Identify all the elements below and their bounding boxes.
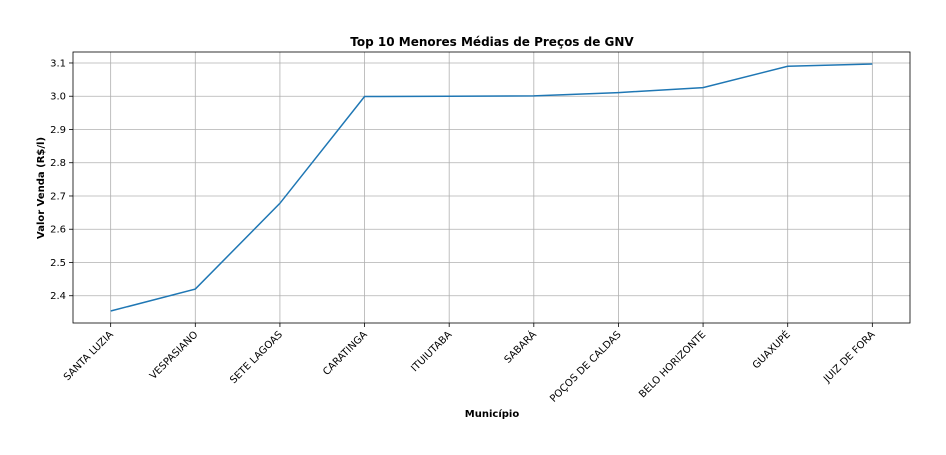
y-axis: 2.4 2.5 2.6 2.7 2.8 2.9 3.0 3.1: [50, 58, 73, 302]
y-tick-label: 2.7: [50, 191, 66, 202]
chart-title: Top 10 Menores Médias de Preços de GNV: [350, 35, 634, 49]
x-tick-label: JUIZ DE FORA: [821, 329, 877, 385]
y-tick-label: 3.1: [50, 58, 66, 69]
y-tick-label: 2.5: [50, 258, 66, 269]
x-tick-label: VESPASIANO: [148, 329, 201, 382]
x-tick-label: ITUIUTABA: [409, 329, 454, 374]
plot-area-frame: [72, 51, 911, 324]
x-tick-label: SETE LAGOAS: [228, 329, 285, 386]
x-tick-label: SABARÁ: [501, 328, 539, 366]
y-tick-label: 3.0: [50, 92, 66, 103]
series-line: [110, 63, 873, 312]
y-tick-label: 2.8: [50, 158, 66, 169]
x-tick-label: CARATINGA: [321, 329, 370, 378]
y-tick-label: 2.9: [50, 125, 66, 136]
series-layer: [110, 63, 873, 312]
grid: [73, 52, 910, 323]
x-tick-label: POÇOS DE CALDAS: [548, 329, 623, 404]
x-tick-label: GUAXUPÉ: [749, 328, 792, 371]
x-axis-label: Município: [465, 408, 520, 420]
x-tick-label: SANTA LUZIA: [62, 329, 116, 383]
y-tick-label: 2.4: [50, 291, 66, 302]
x-axis: SANTA LUZIA VESPASIANO SETE LAGOAS CARATING…: [62, 323, 878, 405]
y-axis-label: Valor Venda (R$/l): [36, 137, 47, 239]
x-tick-label: BELO HORIZONTE: [637, 329, 708, 400]
y-tick-label: 2.6: [50, 225, 66, 236]
